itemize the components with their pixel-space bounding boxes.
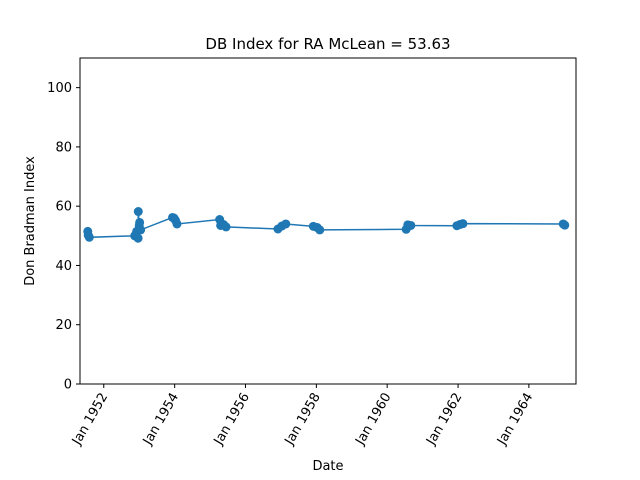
data-point — [281, 219, 291, 229]
x-axis-label: Date — [312, 459, 343, 474]
data-point — [221, 222, 231, 232]
data-point — [458, 219, 468, 229]
y-axis-label: Don Bradman Index — [23, 156, 38, 286]
data-point — [133, 207, 143, 217]
data-point — [84, 232, 94, 242]
y-tick-label: 20 — [55, 318, 72, 333]
plot-frame — [79, 57, 577, 385]
data-point — [135, 217, 145, 227]
data-point — [136, 225, 146, 235]
y-tick-label: 40 — [55, 259, 72, 274]
y-tick-label: 60 — [55, 200, 72, 215]
data-point — [560, 220, 570, 230]
y-tick-label: 0 — [64, 378, 72, 393]
data-point — [315, 225, 325, 235]
data-point — [133, 233, 143, 243]
data-point — [406, 220, 416, 230]
y-tick-label: 100 — [47, 81, 72, 96]
y-tick-label: 80 — [55, 140, 72, 155]
data-point — [172, 219, 182, 229]
chart-title: DB Index for RA McLean = 53.63 — [205, 35, 450, 53]
